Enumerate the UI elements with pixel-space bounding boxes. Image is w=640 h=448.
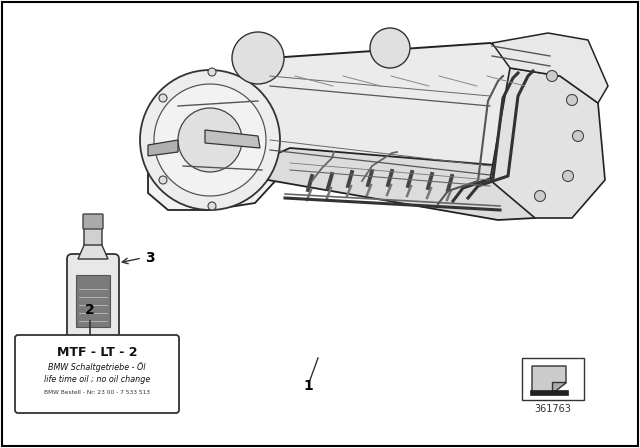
Text: life time oil ; no oil change: life time oil ; no oil change [44, 375, 150, 384]
Text: BMW Bestell - Nr: 23 00 - 7 533 513: BMW Bestell - Nr: 23 00 - 7 533 513 [44, 391, 150, 396]
Circle shape [208, 68, 216, 76]
Text: BMW Schaltgetriebe - Öl: BMW Schaltgetriebe - Öl [48, 362, 146, 372]
Polygon shape [78, 243, 108, 259]
Text: 2: 2 [85, 303, 95, 317]
Circle shape [566, 95, 577, 105]
Circle shape [159, 94, 167, 102]
FancyBboxPatch shape [84, 225, 102, 245]
FancyBboxPatch shape [76, 275, 110, 327]
Polygon shape [255, 148, 548, 220]
Circle shape [534, 190, 545, 202]
Polygon shape [490, 68, 605, 218]
Circle shape [154, 84, 266, 196]
Circle shape [140, 70, 280, 210]
Circle shape [370, 28, 410, 68]
Polygon shape [210, 43, 548, 180]
Polygon shape [148, 140, 178, 156]
FancyBboxPatch shape [83, 214, 103, 229]
Circle shape [547, 70, 557, 82]
Circle shape [208, 202, 216, 210]
Text: 361763: 361763 [534, 404, 572, 414]
Circle shape [178, 108, 242, 172]
Polygon shape [552, 382, 566, 393]
Polygon shape [530, 390, 568, 395]
Polygon shape [148, 138, 280, 210]
FancyBboxPatch shape [15, 335, 179, 413]
FancyBboxPatch shape [67, 254, 119, 346]
Circle shape [573, 130, 584, 142]
Polygon shape [492, 33, 608, 103]
Circle shape [232, 32, 284, 84]
Polygon shape [205, 130, 260, 148]
Circle shape [563, 171, 573, 181]
Polygon shape [532, 366, 566, 393]
Circle shape [159, 176, 167, 184]
Text: 3: 3 [145, 251, 155, 265]
Text: 1: 1 [303, 379, 313, 393]
FancyBboxPatch shape [522, 358, 584, 400]
Text: MTF - LT - 2: MTF - LT - 2 [57, 346, 137, 359]
